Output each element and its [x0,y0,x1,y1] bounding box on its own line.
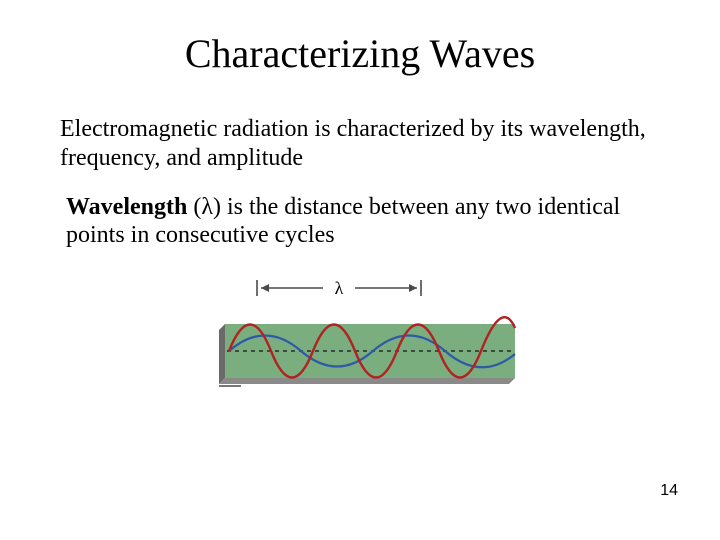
diagram-container: λ [60,268,660,413]
wavelength-symbol: (λ) [187,194,227,220]
wavelength-diagram: λ [195,268,525,408]
svg-text:λ: λ [335,278,344,298]
slide-title: Characterizing Waves [60,30,660,77]
wavelength-definition: Wavelength (λ) is the distance between a… [66,193,654,251]
slide: Characterizing Waves Electromagnetic rad… [0,0,720,540]
intro-paragraph: Electromagnetic radiation is characteriz… [60,115,660,173]
page-number: 14 [660,482,678,500]
wavelength-term: Wavelength [66,194,187,220]
